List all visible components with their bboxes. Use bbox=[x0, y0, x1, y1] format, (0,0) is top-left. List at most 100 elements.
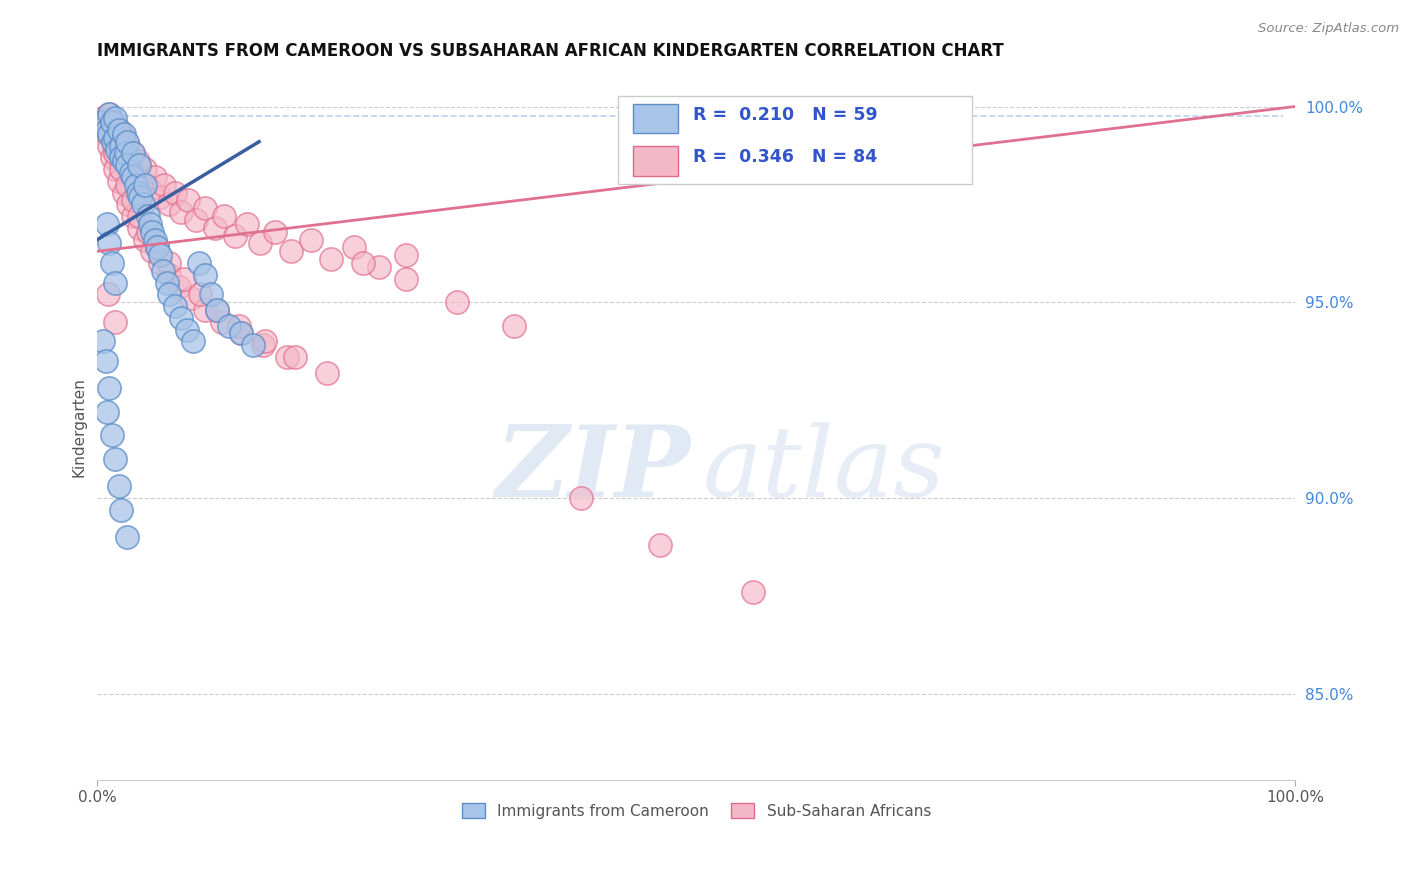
Point bbox=[280, 244, 302, 259]
Point bbox=[91, 112, 114, 126]
Point bbox=[103, 115, 125, 129]
Point bbox=[242, 338, 264, 352]
Point bbox=[157, 197, 180, 211]
Point bbox=[108, 123, 131, 137]
Point bbox=[98, 107, 121, 121]
Point bbox=[128, 209, 150, 223]
Point bbox=[100, 127, 122, 141]
Point bbox=[100, 428, 122, 442]
Point bbox=[741, 584, 763, 599]
FancyBboxPatch shape bbox=[633, 146, 678, 176]
Point bbox=[120, 166, 142, 180]
Point bbox=[188, 256, 211, 270]
Point bbox=[143, 233, 166, 247]
Y-axis label: Kindergarten: Kindergarten bbox=[72, 377, 86, 477]
Point bbox=[94, 354, 117, 368]
Point bbox=[650, 538, 672, 552]
Point bbox=[190, 287, 212, 301]
Point bbox=[446, 295, 468, 310]
Point bbox=[129, 174, 152, 188]
Point bbox=[152, 264, 174, 278]
Point bbox=[299, 233, 322, 247]
Point bbox=[503, 318, 526, 333]
Point bbox=[153, 178, 176, 192]
Point bbox=[177, 194, 200, 208]
Point bbox=[104, 146, 127, 161]
Text: atlas: atlas bbox=[702, 422, 945, 517]
Point bbox=[129, 189, 152, 203]
Point bbox=[108, 174, 131, 188]
FancyBboxPatch shape bbox=[619, 96, 972, 185]
Point bbox=[141, 244, 163, 259]
Point bbox=[112, 186, 135, 200]
Point bbox=[343, 240, 366, 254]
Point bbox=[165, 299, 187, 313]
Point bbox=[122, 194, 145, 208]
Point bbox=[122, 146, 145, 161]
Point bbox=[367, 260, 389, 274]
Point bbox=[194, 303, 217, 318]
Point bbox=[100, 256, 122, 270]
Point bbox=[218, 318, 240, 333]
Point bbox=[104, 131, 127, 145]
Point bbox=[110, 143, 132, 157]
Point bbox=[170, 205, 193, 219]
Point bbox=[136, 225, 159, 239]
Point bbox=[128, 220, 150, 235]
Point bbox=[134, 162, 156, 177]
Point bbox=[395, 248, 418, 262]
Point bbox=[180, 291, 202, 305]
Point bbox=[98, 381, 121, 395]
Point bbox=[110, 502, 132, 516]
Point bbox=[236, 217, 259, 231]
Text: IMMIGRANTS FROM CAMEROON VS SUBSAHARAN AFRICAN KINDERGARTEN CORRELATION CHART: IMMIGRANTS FROM CAMEROON VS SUBSAHARAN A… bbox=[97, 42, 1004, 60]
Point bbox=[128, 158, 150, 172]
Text: Source: ZipAtlas.com: Source: ZipAtlas.com bbox=[1258, 22, 1399, 36]
Point bbox=[316, 366, 339, 380]
Point bbox=[149, 256, 172, 270]
Point bbox=[104, 276, 127, 290]
Point bbox=[352, 256, 374, 270]
Point bbox=[165, 186, 187, 200]
Point bbox=[194, 201, 217, 215]
Point bbox=[120, 158, 142, 172]
Point bbox=[146, 240, 169, 254]
Point bbox=[146, 240, 169, 254]
Point bbox=[98, 138, 121, 153]
Point bbox=[132, 197, 155, 211]
Text: R =  0.346   N = 84: R = 0.346 N = 84 bbox=[693, 148, 877, 166]
Point bbox=[249, 236, 271, 251]
Point bbox=[104, 112, 127, 126]
Point bbox=[284, 350, 307, 364]
Point bbox=[254, 334, 277, 349]
Point bbox=[125, 178, 148, 192]
Point bbox=[276, 350, 298, 364]
Point bbox=[98, 107, 121, 121]
Point bbox=[117, 530, 139, 544]
Point bbox=[110, 162, 132, 177]
Point bbox=[167, 279, 190, 293]
Point bbox=[569, 491, 592, 505]
Point bbox=[104, 315, 127, 329]
Point bbox=[184, 213, 207, 227]
Point bbox=[224, 228, 246, 243]
FancyBboxPatch shape bbox=[633, 103, 678, 133]
Point bbox=[395, 271, 418, 285]
Point bbox=[252, 338, 274, 352]
Point bbox=[157, 256, 180, 270]
Point bbox=[108, 479, 131, 493]
Point bbox=[229, 326, 252, 341]
Point bbox=[176, 322, 198, 336]
Point bbox=[104, 162, 127, 177]
Point bbox=[112, 154, 135, 169]
Point bbox=[101, 135, 124, 149]
Point bbox=[214, 209, 236, 223]
Point bbox=[205, 303, 228, 318]
Point bbox=[211, 315, 233, 329]
Point bbox=[181, 334, 204, 349]
Point bbox=[228, 318, 250, 333]
Point bbox=[96, 127, 118, 141]
Point bbox=[149, 248, 172, 262]
Point bbox=[149, 189, 172, 203]
Point bbox=[96, 217, 118, 231]
